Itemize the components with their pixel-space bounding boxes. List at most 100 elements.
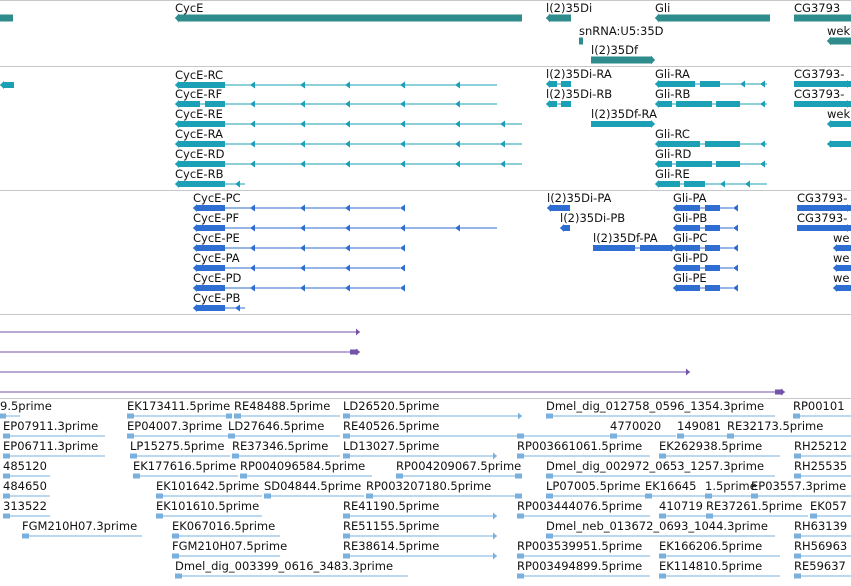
feature-est[interactable]: EK177616.5prime bbox=[133, 459, 238, 479]
feature-cdna[interactable] bbox=[0, 388, 785, 396]
feature-est[interactable]: EK101642.5prime bbox=[156, 479, 262, 499]
feature-transcripts[interactable]: l(2)35Di-RB bbox=[546, 87, 612, 108]
feature-est[interactable]: 485120 bbox=[3, 459, 50, 479]
feature-transcripts[interactable]: wek bbox=[827, 107, 851, 128]
feature-transcripts[interactable]: CycE-RD bbox=[175, 147, 522, 168]
feature-genes[interactable]: snRNA:U5:35D bbox=[579, 24, 664, 45]
feature-est[interactable]: EK262938.5prime bbox=[659, 439, 780, 459]
feature-est[interactable]: EK101610.5prime bbox=[156, 499, 262, 519]
feature-est[interactable]: Dmel_dig_012758_0596_1354.3prime bbox=[546, 399, 775, 419]
feature-est[interactable]: EK067016.5prime bbox=[172, 519, 280, 539]
feature-proteins[interactable]: CycE-PC bbox=[193, 191, 405, 212]
feature-est[interactable]: RP00101 bbox=[793, 399, 851, 419]
feature-est[interactable]: EK057 bbox=[810, 499, 851, 519]
feature-proteins[interactable]: CycE-PE bbox=[193, 231, 405, 252]
feature-transcripts[interactable]: Gli-RA bbox=[655, 67, 767, 88]
feature-proteins[interactable]: CG3793- bbox=[797, 211, 851, 232]
feature-genes[interactable]: wek bbox=[827, 24, 851, 46]
feature-est[interactable]: LD26520.5prime bbox=[343, 399, 522, 420]
feature-proteins[interactable]: CycE-PF bbox=[193, 211, 497, 232]
feature-transcripts[interactable]: Gli-RB bbox=[655, 87, 767, 108]
feature-genes[interactable]: Gli bbox=[655, 1, 770, 23]
feature-transcripts[interactable]: CG3793- bbox=[794, 67, 851, 88]
feature-est[interactable]: RP003444076.5prime bbox=[517, 499, 650, 519]
feature-est[interactable]: LD13027.5prime bbox=[343, 439, 497, 460]
feature-cdna[interactable] bbox=[0, 328, 360, 336]
feature-genes[interactable]: l(2)35Di bbox=[546, 1, 592, 23]
feature-est[interactable]: RP004096584.5prime bbox=[240, 459, 372, 479]
feature-transcripts[interactable]: CycE-RC bbox=[175, 68, 497, 89]
feature-est[interactable]: RE38614.5prime bbox=[343, 539, 497, 560]
feature-est[interactable]: 313522 bbox=[3, 499, 50, 519]
feature-proteins[interactable]: Gli-PE bbox=[673, 271, 738, 292]
feature-genes[interactable] bbox=[0, 14, 13, 22]
feature-genes[interactable]: CycE bbox=[175, 1, 522, 23]
feature-est[interactable]: RP003539951.5prime bbox=[517, 539, 650, 559]
feature-est[interactable]: RP004209067.5prime bbox=[396, 459, 522, 479]
feature-est[interactable]: LD27646.5prime bbox=[228, 419, 340, 439]
feature-transcripts[interactable]: CycE-RA bbox=[175, 127, 522, 148]
feature-est[interactable]: RH63139 bbox=[794, 519, 851, 539]
feature-transcripts[interactable]: l(2)35Di-RA bbox=[546, 67, 612, 88]
feature-est[interactable]: RP003494899.5prime bbox=[517, 559, 650, 579]
feature-est[interactable]: RH25535 bbox=[794, 459, 851, 479]
feature-est[interactable]: RE51155.5prime bbox=[343, 519, 497, 540]
feature-est[interactable]: EP07911.3prime bbox=[3, 419, 105, 439]
feature-proteins[interactable]: CycE-PD bbox=[193, 271, 405, 292]
feature-proteins[interactable]: we bbox=[833, 251, 851, 272]
feature-est[interactable]: Dmel_neb_013672_0693_1044.3prime bbox=[546, 519, 775, 539]
feature-est[interactable]: 9.5prime bbox=[0, 399, 52, 419]
feature-est[interactable]: Dmel_dig_003399_0616_3483.3prime bbox=[175, 559, 408, 579]
feature-proteins[interactable]: l(2)35Df-PA bbox=[593, 231, 675, 252]
feature-transcripts[interactable]: Gli-RE bbox=[655, 167, 767, 188]
feature-transcripts[interactable]: Gli-RC bbox=[655, 127, 767, 148]
feature-est[interactable]: RE48488.5prime bbox=[234, 399, 340, 419]
feature-est[interactable]: RP003207180.5prime bbox=[366, 479, 522, 499]
feature-est[interactable]: RE41190.5prime bbox=[343, 499, 497, 520]
feature-est[interactable]: EK16645 bbox=[645, 479, 705, 499]
feature-transcripts[interactable]: CycE-RF bbox=[175, 87, 497, 108]
feature-proteins[interactable]: CycE-PA bbox=[193, 251, 405, 272]
feature-est[interactable]: EP03557.3prime bbox=[751, 479, 851, 499]
feature-proteins[interactable]: l(2)35Di-PA bbox=[547, 191, 612, 212]
feature-proteins[interactable]: we bbox=[833, 231, 851, 252]
feature-est[interactable]: 1.5prime bbox=[705, 479, 757, 499]
feature-est[interactable]: 149081 bbox=[677, 419, 727, 439]
feature-est[interactable]: EP06711.3prime bbox=[3, 439, 105, 459]
feature-proteins[interactable]: Gli-PA bbox=[673, 191, 738, 212]
feature-est[interactable]: 410719 bbox=[659, 499, 706, 519]
feature-est[interactable]: EK166206.5prime bbox=[659, 539, 780, 559]
feature-est[interactable]: 484650 bbox=[3, 479, 50, 499]
feature-proteins[interactable]: CycE-PB bbox=[193, 291, 245, 312]
feature-est[interactable]: RP003661061.5prime bbox=[517, 439, 650, 459]
feature-transcripts[interactable]: CycE-RE bbox=[175, 107, 522, 128]
feature-genes[interactable]: l(2)35Df bbox=[591, 43, 655, 65]
feature-est[interactable]: RH56963 bbox=[794, 539, 851, 559]
feature-est[interactable]: LP07005.5prime bbox=[546, 479, 650, 499]
feature-transcripts[interactable] bbox=[0, 81, 14, 89]
feature-est[interactable]: LP15275.5prime bbox=[130, 439, 230, 459]
feature-proteins[interactable]: Gli-PC bbox=[673, 231, 738, 252]
feature-est[interactable]: Dmel_dig_002972_0653_1257.3prime bbox=[546, 459, 775, 479]
feature-proteins[interactable]: Gli-PD bbox=[673, 251, 738, 272]
feature-est[interactable]: RH25212 bbox=[794, 439, 851, 459]
feature-transcripts[interactable]: l(2)35Df-RA bbox=[591, 107, 657, 128]
feature-transcripts[interactable]: CG3793- bbox=[794, 87, 851, 108]
feature-est[interactable]: RE59637 bbox=[794, 559, 851, 579]
feature-est[interactable]: RE37346.5prime bbox=[232, 439, 340, 459]
feature-genes[interactable]: CG3793 bbox=[794, 1, 851, 22]
feature-est[interactable]: FGM210H07.3prime bbox=[22, 519, 142, 539]
feature-proteins[interactable]: Gli-PB bbox=[673, 211, 738, 232]
feature-proteins[interactable]: we bbox=[833, 271, 851, 292]
feature-est[interactable]: EK173411.5prime bbox=[127, 399, 232, 419]
feature-est[interactable]: RE40526.5prime bbox=[343, 419, 612, 439]
feature-est[interactable]: SD04844.5prime bbox=[264, 479, 364, 499]
feature-transcripts[interactable] bbox=[827, 140, 851, 148]
feature-est[interactable]: FGM210H07.5prime bbox=[172, 539, 287, 559]
feature-cdna[interactable] bbox=[0, 348, 360, 356]
feature-transcripts[interactable]: CycE-RB bbox=[175, 167, 245, 188]
feature-cdna[interactable] bbox=[0, 368, 690, 376]
feature-transcripts[interactable]: Gli-RD bbox=[655, 147, 767, 168]
feature-proteins[interactable]: CG3793- bbox=[797, 191, 851, 212]
feature-est[interactable]: EP04007.3prime bbox=[127, 419, 230, 439]
